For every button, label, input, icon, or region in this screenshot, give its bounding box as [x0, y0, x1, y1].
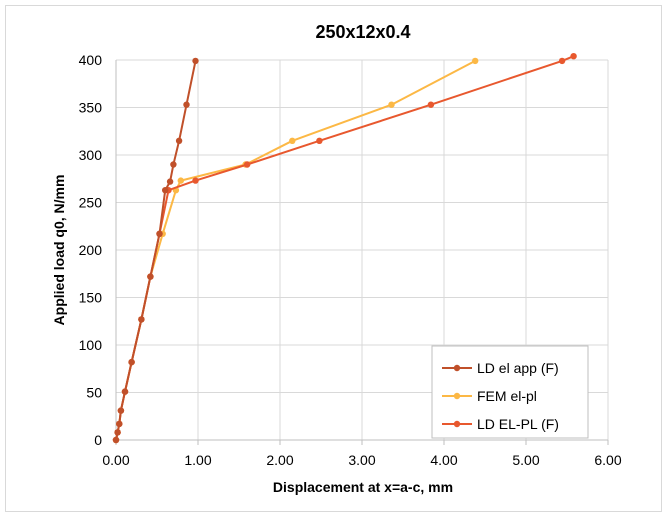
legend-swatch-marker: [453, 392, 461, 400]
legend-entry: LD EL-PL (F): [442, 416, 559, 432]
data-point: [388, 101, 395, 108]
data-point: [147, 273, 154, 280]
y-tick-label: 100: [79, 337, 103, 353]
data-point: [128, 358, 135, 366]
data-point: [175, 137, 183, 144]
series-ld-el-app-f: [112, 57, 199, 444]
data-point: [244, 161, 251, 168]
data-point: [316, 137, 323, 144]
legend-label: LD EL-PL (F): [477, 416, 559, 432]
legend: LD el app (F) FEM el-pl LD EL-PL (F): [431, 345, 589, 439]
data-point: [112, 436, 120, 444]
y-tick-label: 400: [79, 52, 103, 68]
data-point: [170, 161, 177, 168]
data-point: [289, 137, 296, 144]
data-point: [183, 101, 190, 108]
x-tick-label: 4.00: [430, 452, 457, 468]
legend-swatch-marker: [453, 420, 461, 428]
chart-title: 250x12x0.4: [315, 22, 410, 42]
y-tick-label: 50: [86, 385, 102, 401]
axes: 0 50 100 150 200 250 300 350 400 0.00 1.00 2.00 3.00…: [79, 52, 622, 468]
data-point: [116, 420, 123, 428]
data-point: [570, 53, 577, 60]
data-point: [192, 57, 199, 65]
x-tick-label: 5.00: [512, 452, 539, 468]
data-point: [138, 316, 145, 323]
y-tick-label: 250: [79, 195, 103, 211]
y-tick-label: 300: [79, 147, 103, 163]
x-tick-label: 3.00: [348, 452, 375, 468]
x-tick-label: 2.00: [266, 452, 293, 468]
legend-label: LD el app (F): [477, 360, 559, 376]
data-point: [114, 429, 121, 436]
legend-entry: LD el app (F): [442, 360, 559, 376]
data-point: [162, 187, 169, 194]
data-point: [117, 407, 125, 414]
data-point: [427, 101, 435, 108]
data-point: [192, 177, 199, 184]
data-point: [121, 388, 129, 395]
x-tick-label: 6.00: [594, 452, 621, 468]
x-axis-title: Displacement at x=a-c, mm: [273, 479, 453, 495]
legend-swatch-marker: [453, 364, 461, 372]
y-tick-label: 200: [79, 242, 103, 258]
series-layer: [112, 53, 577, 444]
y-tick-label: 150: [79, 290, 103, 306]
x-tick-label: 1.00: [184, 452, 211, 468]
x-tick-label: 0.00: [102, 452, 129, 468]
data-point: [156, 230, 163, 237]
legend-label: FEM el-pl: [477, 388, 537, 404]
y-axis-title: Applied load q0, N/mm: [51, 175, 67, 326]
data-point: [558, 57, 566, 65]
data-point: [177, 177, 184, 184]
y-tick-label: 0: [94, 432, 102, 448]
legend-entry: FEM el-pl: [442, 388, 537, 404]
data-point: [166, 178, 174, 185]
y-tick-label: 350: [79, 100, 103, 116]
data-point: [472, 57, 479, 65]
